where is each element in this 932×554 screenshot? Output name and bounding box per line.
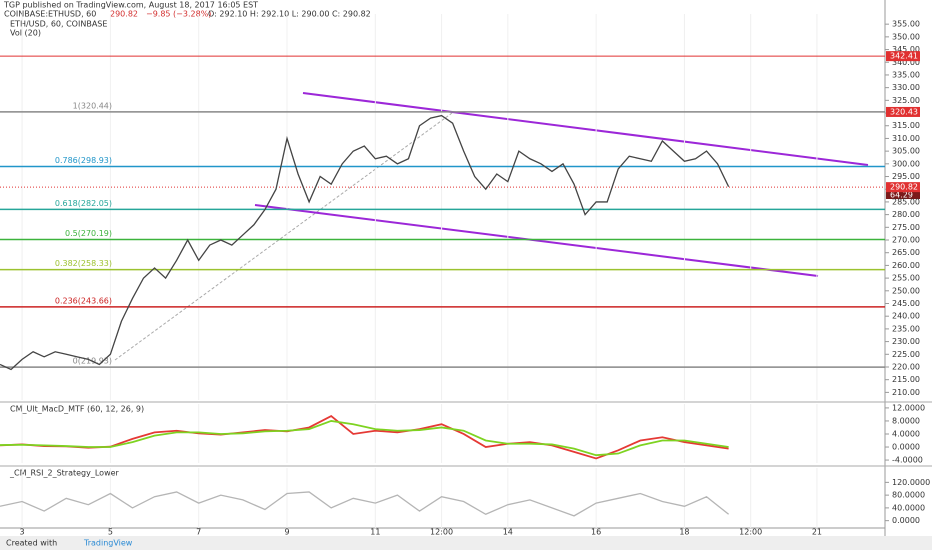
y-tick-label: 325.00 — [892, 96, 920, 105]
x-tick-label: 14 — [503, 528, 513, 537]
y-tick-label: 12.0000 — [892, 403, 925, 412]
price-tag — [886, 182, 920, 193]
y-tick-label: 4.0000 — [892, 429, 920, 438]
price-tag-label: 290.82 — [890, 183, 918, 192]
fib-trend — [114, 112, 453, 361]
volume-tag-label: 64.29 — [890, 191, 913, 200]
channel-upper — [302, 92, 869, 166]
x-tick-label: 12:00 — [430, 528, 453, 537]
y-tick-label: 210.00 — [892, 388, 920, 397]
y-tick-label: 240.00 — [892, 312, 920, 321]
price-tag-label: 320.43 — [890, 107, 918, 116]
y-tick-label: 345.00 — [892, 45, 920, 54]
ohlc: O: 292.10 H: 292.10 L: 290.00 C: 290.82 — [208, 10, 371, 19]
y-tick-label: 0.0000 — [892, 516, 920, 525]
x-tick-label: 3 — [20, 528, 25, 537]
y-tick-label: 280.00 — [892, 210, 920, 219]
volume-tag — [886, 190, 920, 199]
price-tag — [886, 106, 920, 117]
y-tick-label: 80.0000 — [892, 491, 925, 500]
y-tick-label: 220.00 — [892, 362, 920, 371]
channel-lower — [254, 204, 819, 277]
footer-brand[interactable]: TradingView — [83, 539, 133, 548]
y-tick-label: -4.0000 — [892, 456, 923, 465]
y-tick-label: 285.00 — [892, 197, 920, 206]
y-tick-label: 265.00 — [892, 248, 920, 257]
y-tick-label: 8.0000 — [892, 416, 920, 425]
fib-label: 1(320.44) — [73, 101, 112, 110]
y-tick-label: 225.00 — [892, 350, 920, 359]
y-tick-label: 315.00 — [892, 121, 920, 130]
y-tick-label: 0.0000 — [892, 443, 920, 452]
price-tag-label: 342.41 — [890, 52, 918, 61]
y-tick-label: 355.00 — [892, 20, 920, 29]
y-tick-label: 270.00 — [892, 236, 920, 245]
y-tick-label: 305.00 — [892, 147, 920, 156]
x-tick-label: 7 — [196, 528, 201, 537]
price-line — [0, 414, 729, 460]
fib-label: 0.618(282.05) — [55, 199, 112, 208]
y-tick-label: 40.0000 — [892, 503, 925, 512]
pane-title: CM_Ult_MacD_MTF (60, 12, 26, 9) — [10, 405, 144, 414]
x-tick-label: 11 — [370, 528, 380, 537]
fib-label: 0.382(258.33) — [55, 259, 112, 268]
x-tick-label: 16 — [591, 528, 601, 537]
y-tick-label: 335.00 — [892, 70, 920, 79]
y-tick-label: 230.00 — [892, 337, 920, 346]
y-tick-label: 275.00 — [892, 223, 920, 232]
x-tick-label: 18 — [679, 528, 689, 537]
y-tick-label: 260.00 — [892, 261, 920, 270]
fib-label: 0.5(270.19) — [65, 229, 112, 238]
pane-title: _CM_RSI_2_Strategy_Lower — [9, 469, 120, 478]
symbol: COINBASE:ETHUSD, 60 — [4, 10, 96, 19]
footer — [0, 536, 932, 550]
fib-label: 0.786(298.93) — [55, 156, 112, 165]
y-tick-label: 245.00 — [892, 299, 920, 308]
pane-subtitle: Vol (20) — [10, 29, 41, 38]
fib-label: 0.236(243.66) — [55, 296, 112, 305]
y-tick-label: 310.00 — [892, 134, 920, 143]
change: −9.85 (−3.28%) — [146, 10, 211, 19]
price-axis-bg — [885, 0, 932, 536]
y-tick-label: 120.0000 — [892, 478, 930, 487]
price-line — [0, 420, 729, 457]
footer-text: Created with — [6, 539, 57, 548]
x-tick-label: 21 — [812, 528, 822, 537]
x-tick-label: 5 — [108, 528, 113, 537]
last-price: 290.82 — [110, 10, 138, 19]
price-tag — [886, 51, 920, 62]
y-tick-label: 340.00 — [892, 58, 920, 67]
y-tick-label: 250.00 — [892, 286, 920, 295]
x-tick-label: 9 — [284, 528, 289, 537]
y-tick-label: 215.00 — [892, 375, 920, 384]
y-tick-label: 350.00 — [892, 32, 920, 41]
price-line — [0, 114, 730, 371]
y-tick-label: 295.00 — [892, 172, 920, 181]
y-tick-label: 235.00 — [892, 324, 920, 333]
publisher: TGP published on TradingView.com, August… — [3, 1, 258, 10]
y-tick-label: 255.00 — [892, 274, 920, 283]
price-line — [0, 491, 730, 517]
y-tick-label: 330.00 — [892, 83, 920, 92]
y-tick-label: 300.00 — [892, 159, 920, 168]
x-tick-label: 12:00 — [739, 528, 762, 537]
pane-title: ETH/USD, 60, COINBASE — [10, 20, 107, 29]
